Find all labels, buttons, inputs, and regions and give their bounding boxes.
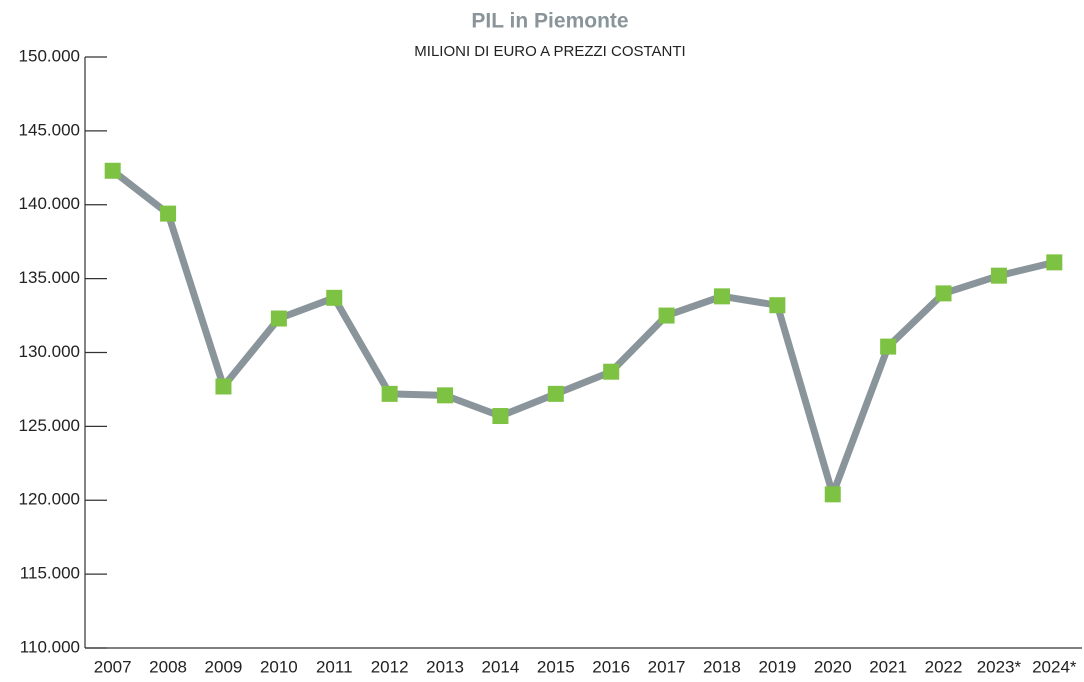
x-tick-label: 2009 <box>205 657 243 676</box>
y-tick-label: 130.000 <box>19 342 80 361</box>
x-tick-label: 2015 <box>537 657 575 676</box>
marker <box>381 385 398 402</box>
x-tick-label: 2013 <box>426 657 464 676</box>
x-tick-label: 2024* <box>1032 657 1077 676</box>
y-tick-label: 120.000 <box>19 490 80 509</box>
marker <box>769 297 786 314</box>
marker <box>990 267 1007 284</box>
marker <box>326 289 343 306</box>
x-tick-label: 2008 <box>149 657 187 676</box>
x-tick-label: 2018 <box>703 657 741 676</box>
marker <box>713 288 730 305</box>
marker <box>215 378 232 395</box>
y-tick-label: 125.000 <box>19 416 80 435</box>
x-tick-label: 2014 <box>482 657 520 676</box>
marker <box>658 307 675 324</box>
y-tick-label: 150.000 <box>19 46 80 65</box>
x-tick-label: 2022 <box>925 657 963 676</box>
line <box>110 167 1056 498</box>
marker <box>1046 254 1063 271</box>
marker <box>437 387 454 404</box>
chart-title: PIL in Piemonte <box>471 10 628 33</box>
marker <box>492 408 509 425</box>
y-tick-label: 140.000 <box>19 194 80 213</box>
x-tick-label: 2012 <box>371 657 409 676</box>
chart-subtitle: MILIONI DI EURO A PREZZI COSTANTI <box>414 43 685 60</box>
x-tick-label: 2010 <box>260 657 298 676</box>
x-tick-label: 2017 <box>648 657 686 676</box>
x-tick-label: 2016 <box>592 657 630 676</box>
y-tick-label: 110.000 <box>20 637 80 656</box>
x-tick-label: 2021 <box>869 657 907 676</box>
x-tick-label: 2023* <box>977 657 1022 676</box>
x-tick-label: 2020 <box>814 657 852 676</box>
x-tick-label: 2019 <box>758 657 796 676</box>
marker <box>603 363 620 380</box>
marker <box>160 205 177 222</box>
marker <box>104 162 121 179</box>
marker <box>935 285 952 302</box>
y-tick-label: 135.000 <box>19 268 80 287</box>
x-tick-label: 2011 <box>316 657 353 676</box>
marker <box>824 486 841 503</box>
marker <box>880 338 897 355</box>
y-tick-label: 145.000 <box>19 120 80 139</box>
y-tick-label: 115.000 <box>20 564 80 583</box>
x-tick-label: 2007 <box>94 657 132 676</box>
marker <box>270 310 287 327</box>
marker <box>547 385 564 402</box>
